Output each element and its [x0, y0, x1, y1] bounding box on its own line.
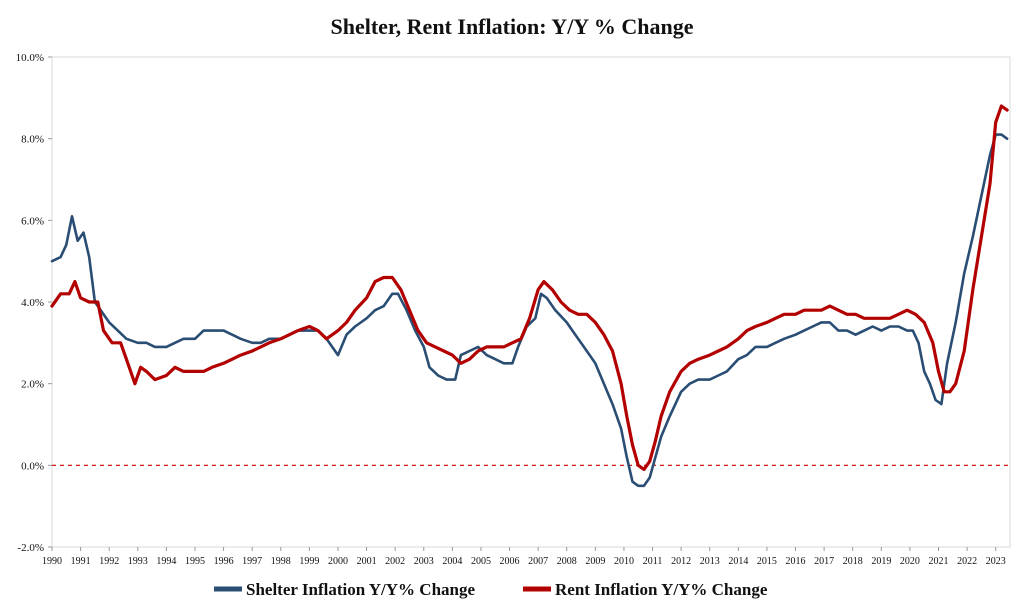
- x-tick-label: 2002: [385, 556, 405, 567]
- x-tick-label: 2004: [442, 556, 462, 567]
- y-tick-label: 2.0%: [21, 379, 44, 391]
- x-tick-label: 2014: [728, 556, 748, 567]
- x-tick-label: 2001: [357, 556, 377, 567]
- y-tick-label: 4.0%: [21, 297, 44, 309]
- x-tick-label: 1992: [99, 556, 119, 567]
- x-tick-label: 2000: [328, 556, 348, 567]
- x-tick-label: 2022: [957, 556, 977, 567]
- x-tick-label: 2008: [557, 556, 577, 567]
- y-tick-label: 0.0%: [21, 460, 44, 472]
- x-tick-label: 1993: [128, 556, 148, 567]
- x-tick-label: 1996: [214, 556, 234, 567]
- legend-label: Shelter Inflation Y/Y% Change: [246, 580, 475, 599]
- x-tick-label: 2023: [986, 556, 1006, 567]
- x-tick-label: 2009: [585, 556, 605, 567]
- x-tick-label: 1994: [156, 556, 176, 567]
- y-tick-label: 6.0%: [21, 215, 44, 227]
- x-tick-label: 1999: [299, 556, 319, 567]
- x-tick-label: 2016: [786, 556, 806, 567]
- y-tick-label: -2.0%: [17, 542, 44, 554]
- x-tick-label: 2010: [614, 556, 634, 567]
- x-tick-label: 2011: [643, 556, 663, 567]
- x-tick-label: 2007: [528, 556, 548, 567]
- x-tick-label: 2015: [757, 556, 777, 567]
- x-tick-label: 2018: [843, 556, 863, 567]
- y-axis: -2.0% 0.0% 2.0% 4.0% 6.0% 8.0% 10.0%: [16, 52, 52, 554]
- x-tick-label: 1998: [271, 556, 291, 567]
- y-tick-label: 8.0%: [21, 134, 44, 146]
- x-tick-label: 2020: [900, 556, 920, 567]
- x-tick-label: 2013: [700, 556, 720, 567]
- x-tick-label: 2003: [414, 556, 434, 567]
- x-tick-label: 2017: [814, 556, 834, 567]
- series-group: [50, 104, 1009, 488]
- chart-title: Shelter, Rent Inflation: Y/Y % Change: [330, 14, 693, 39]
- x-tick-label: 2021: [929, 556, 949, 567]
- x-tick-label: 1997: [242, 556, 262, 567]
- x-tick-label: 1991: [71, 556, 91, 567]
- series-line-shelter: [50, 133, 1009, 488]
- plot-area-border: [51, 56, 1011, 548]
- x-tick-label: 2019: [871, 556, 891, 567]
- x-axis: 1990 1991 1992 1993 1994 1995 1996 1997 1998 1999…: [42, 547, 1006, 567]
- plot-frame: [51, 56, 1011, 548]
- x-tick-label: 2006: [500, 556, 520, 567]
- x-tick-label: 1995: [185, 556, 205, 567]
- series-line-rent: [50, 104, 1009, 471]
- x-tick-label: 2012: [671, 556, 691, 567]
- x-tick-label: 2005: [471, 556, 491, 567]
- legend: Shelter Inflation Y/Y% Change Rent Inflat…: [214, 580, 768, 599]
- legend-label: Rent Inflation Y/Y% Change: [555, 580, 768, 599]
- y-tick-label: 10.0%: [16, 52, 44, 64]
- x-tick-label: 1990: [42, 556, 62, 567]
